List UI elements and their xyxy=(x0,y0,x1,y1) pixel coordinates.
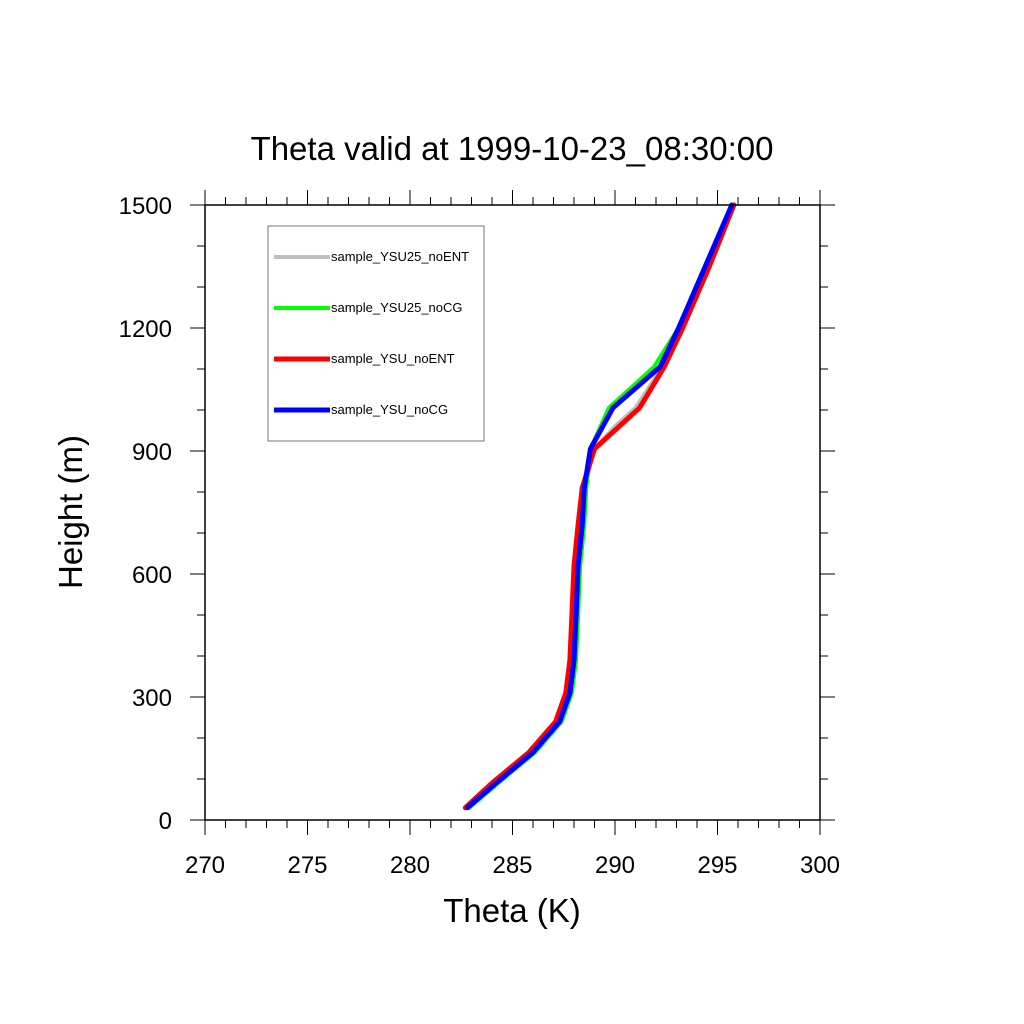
series-line xyxy=(464,202,735,811)
x-axis-label: Theta (K) xyxy=(443,892,581,929)
y-tick-label: 600 xyxy=(132,562,172,589)
series-lines xyxy=(462,202,737,811)
legend-label: sample_YSU_noENT xyxy=(331,351,455,366)
x-tick-label: 295 xyxy=(697,852,737,879)
chart-title: Theta valid at 1999-10-23_08:30:00 xyxy=(251,130,774,167)
x-tick-label: 275 xyxy=(287,852,327,879)
legend-box xyxy=(267,225,485,442)
y-axis-label: Height (m) xyxy=(52,435,89,589)
y-tick-label: 900 xyxy=(132,439,172,466)
y-tick-label: 1200 xyxy=(119,316,172,343)
x-tick-label: 280 xyxy=(390,852,430,879)
legend: sample_YSU25_noENT sample_YSU25_noCGsampl… xyxy=(267,225,485,442)
legend-label: sample_YSU25_noCG xyxy=(331,300,463,315)
x-tick-label: 300 xyxy=(800,852,840,879)
x-tick-label: 270 xyxy=(185,852,225,879)
axis-ticks: 270 275 280 285 290 295 300 0 300 600 900 1200 1500 xyxy=(119,190,840,879)
legend-label: sample_YSU_noCG xyxy=(331,402,448,417)
x-tick-label: 285 xyxy=(492,852,532,879)
series-line xyxy=(462,202,737,811)
legend-label: sample_YSU25_noENT xyxy=(331,249,469,264)
y-tick-label: 300 xyxy=(132,685,172,712)
y-tick-label: 1500 xyxy=(119,193,172,220)
y-tick-label: 0 xyxy=(159,808,172,835)
x-tick-label: 290 xyxy=(595,852,635,879)
plot-frame xyxy=(204,204,821,821)
